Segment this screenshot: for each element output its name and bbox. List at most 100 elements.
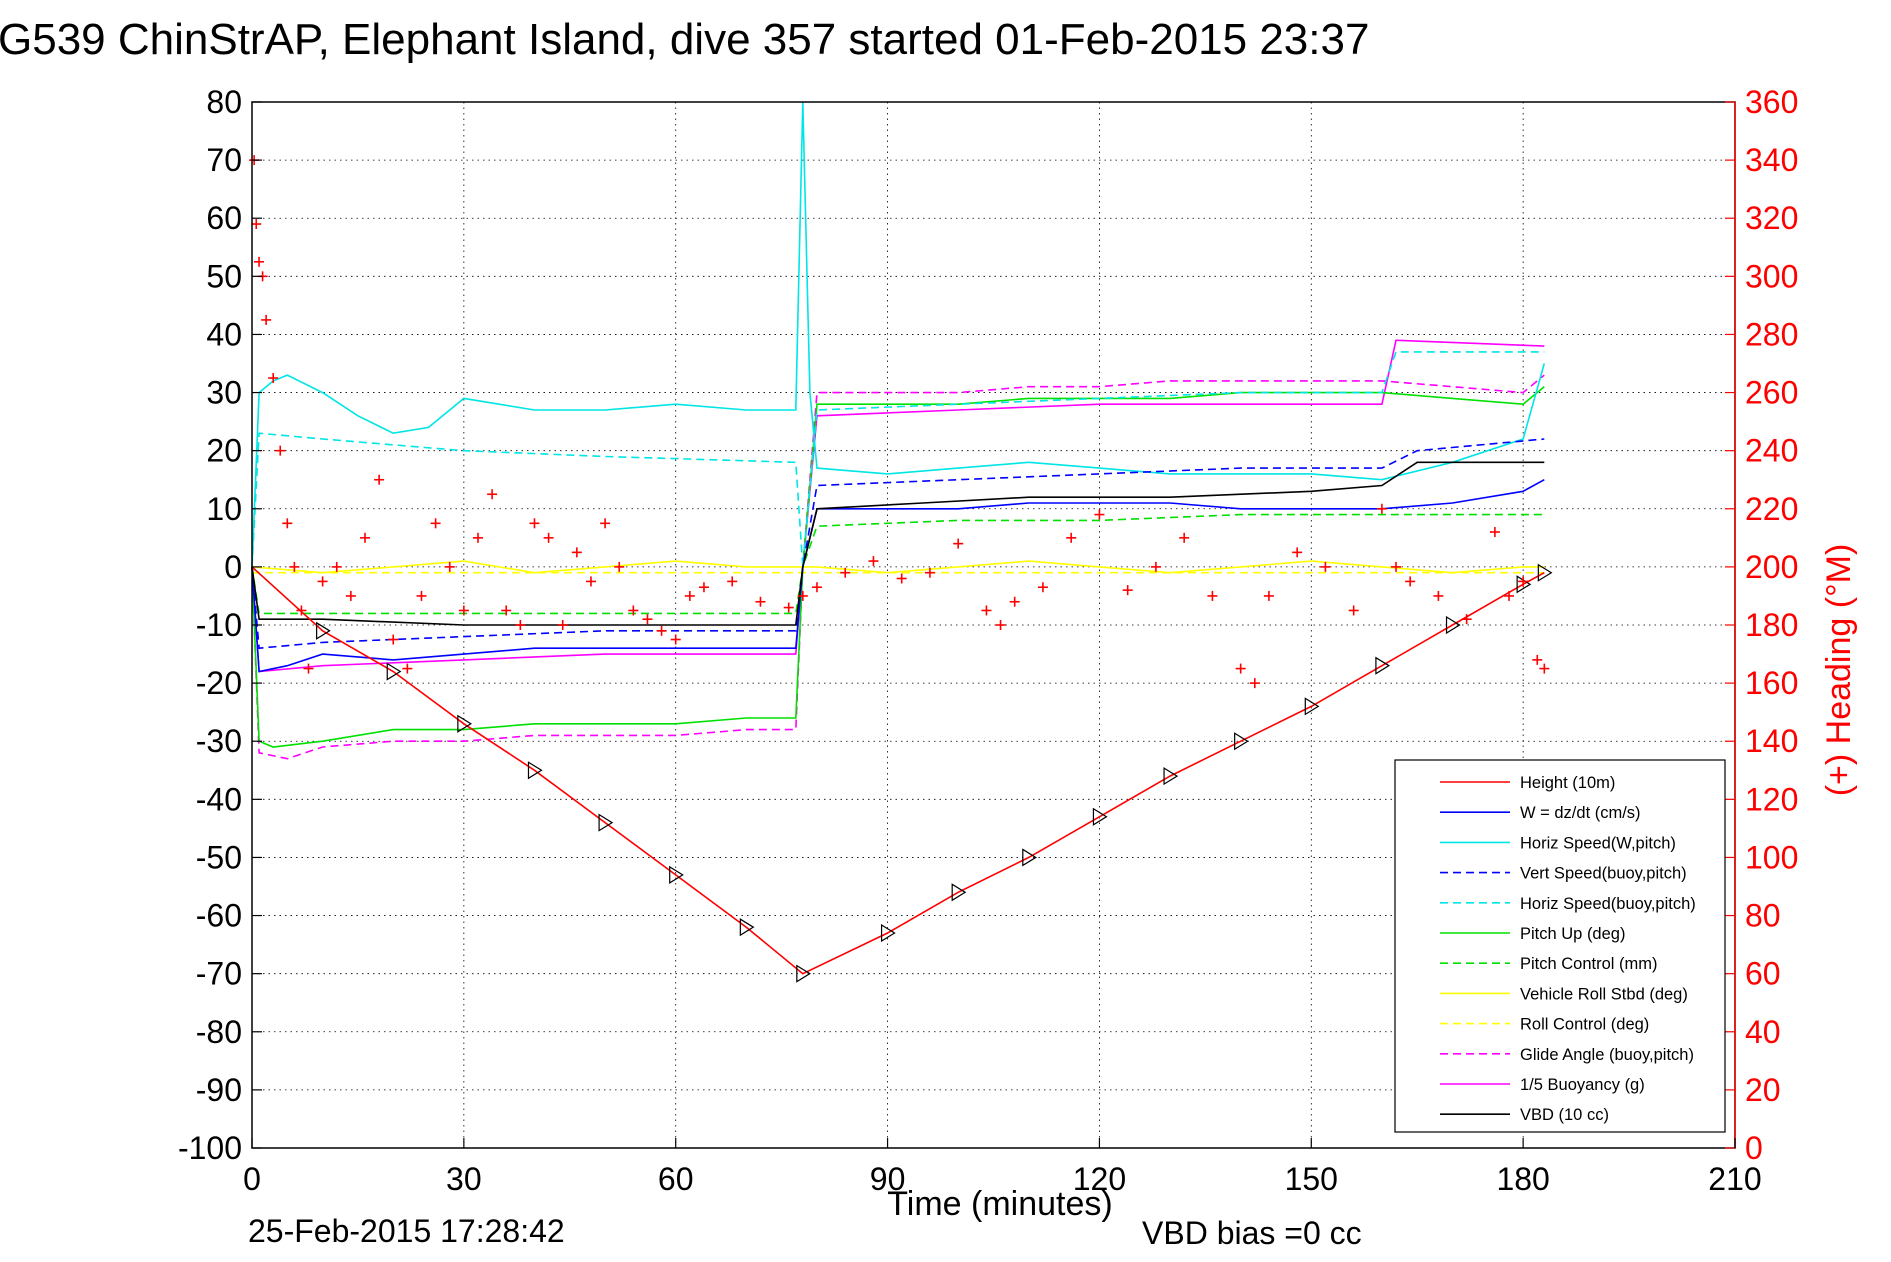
legend-box xyxy=(1394,759,1726,1133)
legend-label: Pitch Up (deg) xyxy=(1520,925,1625,943)
height-marker xyxy=(796,964,811,983)
heading-point xyxy=(458,605,469,616)
heading-point xyxy=(600,518,611,529)
right-tick-label: 300 xyxy=(1745,258,1798,294)
heading-point xyxy=(684,590,695,601)
x-tick-label: 120 xyxy=(1073,1161,1126,1197)
x-tick-label: 180 xyxy=(1496,1161,1549,1197)
left-tick-label: -20 xyxy=(196,665,242,701)
heading-point xyxy=(1376,503,1387,514)
x-tick-label: 0 xyxy=(243,1161,261,1197)
height-marker xyxy=(951,883,967,902)
right-tick-label: 320 xyxy=(1745,200,1798,236)
height-marker xyxy=(316,621,331,640)
heading-point xyxy=(1066,532,1077,543)
heading-point xyxy=(727,576,738,587)
heading-point xyxy=(303,663,314,674)
legend-label: VBD (10 cc) xyxy=(1520,1106,1609,1124)
left-tick-label: -100 xyxy=(178,1130,242,1166)
series-line-7 xyxy=(251,560,1545,574)
heading-point xyxy=(840,567,851,578)
right-tick-label: 180 xyxy=(1745,607,1798,643)
heading-point xyxy=(896,573,907,584)
heading-point xyxy=(571,547,582,558)
right-tick-label: 220 xyxy=(1745,491,1798,527)
x-axis-label: Time (minutes) xyxy=(887,1185,1112,1223)
heading-point xyxy=(515,620,526,630)
left-axis-ticks: 80 70 60 50 40 30 20 10 0 -10 -20 -30 -40 -50 -60 -70 -8… xyxy=(178,84,262,1166)
left-tick-label: -40 xyxy=(196,781,242,817)
right-tick-label: 260 xyxy=(1745,375,1798,411)
heading-point xyxy=(1504,590,1515,601)
height-marker xyxy=(457,714,473,733)
left-tick-label: 0 xyxy=(224,549,242,585)
heading-point xyxy=(868,556,879,567)
height-marker xyxy=(1022,848,1037,867)
left-tick-label: 10 xyxy=(206,491,242,527)
series-line-3 xyxy=(251,438,1545,650)
heading-point xyxy=(268,373,279,384)
timestamp-footer: 25-Feb-2015 17:28:42 xyxy=(248,1213,565,1249)
heading-point xyxy=(416,590,427,601)
x-tick-label: 210 xyxy=(1708,1161,1761,1197)
heading-point xyxy=(585,576,596,587)
right-tick-label: 340 xyxy=(1745,142,1798,178)
heading-point xyxy=(501,605,512,616)
left-tick-label: 80 xyxy=(206,84,242,120)
heading-point xyxy=(251,219,262,230)
heading-point xyxy=(331,561,342,572)
height-marker xyxy=(669,865,684,884)
legend-label: 1/5 Buoyancy (g) xyxy=(1520,1076,1645,1094)
legend-label: Pitch Control (mm) xyxy=(1520,955,1658,973)
left-tick-label: -10 xyxy=(196,607,242,643)
heading-point xyxy=(1320,561,1331,572)
left-tick-label: -50 xyxy=(196,839,242,875)
right-tick-label: 280 xyxy=(1745,316,1798,352)
heading-point xyxy=(317,576,328,587)
series-layer xyxy=(251,101,1553,983)
heading-point xyxy=(1461,614,1472,625)
heading-point xyxy=(487,489,498,500)
left-tick-label: 60 xyxy=(206,200,242,236)
height-marker xyxy=(880,923,896,943)
x-tick-label: 60 xyxy=(658,1161,694,1197)
heading-point xyxy=(755,596,766,607)
legend-label: Horiz Speed(buoy,pitch) xyxy=(1520,895,1696,913)
height-marker xyxy=(386,662,402,681)
height-marker xyxy=(1092,807,1108,826)
x-tick-label: 30 xyxy=(446,1161,482,1197)
heading-point xyxy=(359,532,370,543)
left-tick-label: -70 xyxy=(196,956,242,992)
left-tick-label: 70 xyxy=(206,142,242,178)
height-marker xyxy=(1375,656,1391,675)
heading-point xyxy=(981,605,992,616)
right-tick-label: 20 xyxy=(1745,1072,1781,1108)
heading-point xyxy=(345,590,356,601)
right-tick-label: 200 xyxy=(1745,549,1798,585)
heading-point xyxy=(1489,527,1500,538)
right-axis-ticks: 3603403203002802602402202001801601401201… xyxy=(1725,84,1798,1166)
heading-point xyxy=(995,620,1006,630)
heading-point xyxy=(924,567,935,578)
right-tick-label: 100 xyxy=(1745,839,1798,875)
heading-point xyxy=(296,605,307,616)
height-marker xyxy=(598,813,614,832)
heading-point xyxy=(472,532,483,543)
series-line-0 xyxy=(251,566,1545,975)
legend: Height (10m) W = dz/dt (cm/s) Horiz Speed(… xyxy=(1394,759,1726,1133)
right-tick-label: 80 xyxy=(1745,898,1781,934)
heading-point xyxy=(1292,547,1303,558)
legend-label: Glide Angle (buoy,pitch) xyxy=(1520,1046,1694,1064)
heading-point xyxy=(275,445,286,456)
heading-point xyxy=(1235,663,1246,674)
heading-point xyxy=(670,634,681,645)
heading-point xyxy=(811,582,822,593)
heading-point xyxy=(642,614,653,625)
x-tick-label: 150 xyxy=(1285,1161,1338,1197)
heading-point xyxy=(1179,532,1190,543)
heading-point xyxy=(1532,654,1543,665)
heading-point xyxy=(1249,678,1260,689)
heading-point xyxy=(1348,605,1359,616)
vbd-bias-footer: VBD bias =0 cc xyxy=(1142,1215,1362,1251)
series-line-4 xyxy=(251,351,1545,567)
